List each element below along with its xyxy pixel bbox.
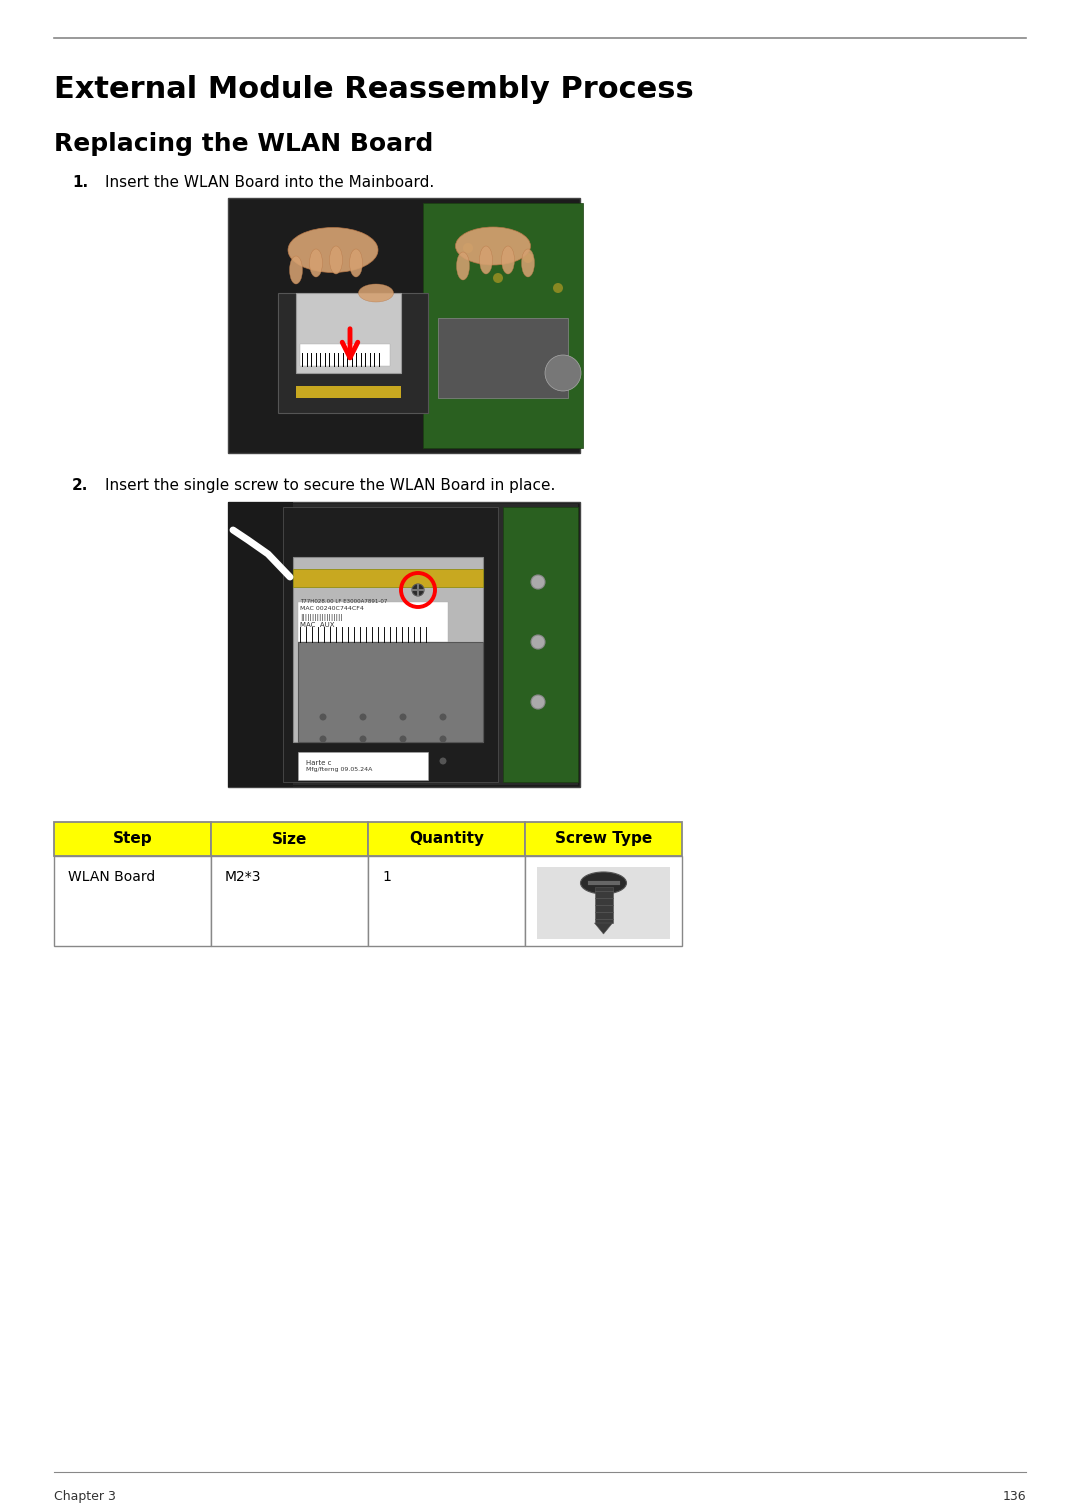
Bar: [293, 569, 483, 587]
Bar: [54, 856, 211, 947]
Circle shape: [553, 283, 563, 293]
Bar: [525, 823, 681, 856]
Bar: [368, 856, 525, 947]
Circle shape: [400, 735, 406, 742]
Circle shape: [411, 584, 424, 596]
Text: Size: Size: [272, 832, 307, 847]
Text: Mfg/fterng 09.05.24A: Mfg/fterng 09.05.24A: [306, 767, 373, 773]
Bar: [525, 856, 681, 947]
Circle shape: [440, 735, 446, 742]
Polygon shape: [594, 922, 612, 934]
Ellipse shape: [329, 246, 342, 274]
Bar: [211, 823, 368, 856]
Text: Insert the WLAN Board into the Mainboard.: Insert the WLAN Board into the Mainboard…: [105, 175, 434, 191]
Bar: [298, 602, 448, 643]
Circle shape: [360, 758, 366, 765]
Circle shape: [492, 274, 503, 283]
Ellipse shape: [501, 246, 514, 274]
Ellipse shape: [350, 249, 363, 277]
Text: Harte c: Harte c: [306, 761, 332, 767]
Bar: [537, 866, 670, 939]
Bar: [438, 318, 568, 398]
Text: ||||||||||||||||||: ||||||||||||||||||: [300, 614, 342, 621]
Bar: [211, 856, 368, 947]
Text: 136: 136: [1002, 1489, 1026, 1503]
Ellipse shape: [456, 227, 530, 265]
Circle shape: [320, 735, 326, 742]
Text: Screw Type: Screw Type: [555, 832, 652, 847]
Bar: [300, 345, 390, 366]
Text: T77H028.00 LF E3000A7891-07: T77H028.00 LF E3000A7891-07: [300, 599, 388, 603]
Circle shape: [531, 696, 545, 709]
Circle shape: [400, 758, 406, 765]
Circle shape: [360, 735, 366, 742]
Bar: [228, 502, 580, 788]
Circle shape: [545, 355, 581, 392]
Text: Quantity: Quantity: [409, 832, 484, 847]
Bar: [594, 888, 612, 922]
Text: 1: 1: [382, 869, 391, 885]
Text: Insert the single screw to secure the WLAN Board in place.: Insert the single screw to secure the WL…: [105, 478, 555, 493]
Text: M2*3: M2*3: [225, 869, 261, 885]
Bar: [296, 386, 401, 398]
Circle shape: [531, 575, 545, 590]
Ellipse shape: [522, 249, 535, 277]
Bar: [283, 507, 498, 782]
Bar: [228, 198, 580, 454]
Circle shape: [400, 714, 406, 721]
Text: MAC  AUX: MAC AUX: [300, 621, 335, 627]
Circle shape: [360, 714, 366, 721]
Bar: [230, 503, 578, 785]
Text: WLAN Board: WLAN Board: [68, 869, 156, 885]
Ellipse shape: [480, 246, 492, 274]
Bar: [293, 556, 483, 742]
Circle shape: [531, 635, 545, 649]
Text: Step: Step: [112, 832, 152, 847]
Ellipse shape: [457, 253, 470, 280]
Bar: [54, 823, 211, 856]
Bar: [296, 293, 401, 373]
Text: MAC 00240C744CF4: MAC 00240C744CF4: [300, 606, 364, 611]
Bar: [503, 507, 578, 782]
Bar: [298, 643, 483, 742]
Circle shape: [463, 243, 473, 253]
Bar: [423, 203, 583, 448]
Text: External Module Reassembly Process: External Module Reassembly Process: [54, 76, 693, 104]
Ellipse shape: [359, 284, 393, 302]
Ellipse shape: [289, 256, 302, 284]
Bar: [368, 823, 525, 856]
Text: 2.: 2.: [72, 478, 89, 493]
Bar: [228, 502, 293, 788]
Bar: [298, 751, 428, 780]
Circle shape: [320, 714, 326, 721]
Ellipse shape: [288, 227, 378, 272]
Text: Chapter 3: Chapter 3: [54, 1489, 116, 1503]
Ellipse shape: [581, 872, 626, 894]
Text: 1.: 1.: [72, 175, 89, 191]
Ellipse shape: [310, 249, 323, 277]
Circle shape: [320, 758, 326, 765]
Circle shape: [440, 714, 446, 721]
Circle shape: [523, 253, 534, 263]
Circle shape: [440, 758, 446, 765]
Bar: [278, 293, 428, 413]
Text: Replacing the WLAN Board: Replacing the WLAN Board: [54, 132, 433, 156]
